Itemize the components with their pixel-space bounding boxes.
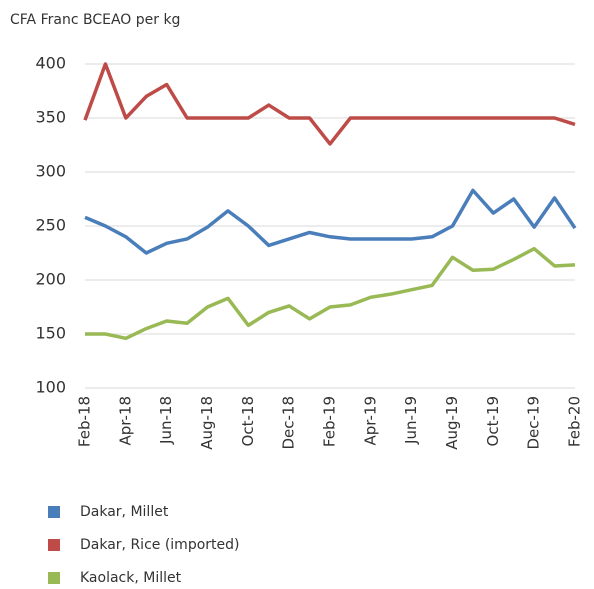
legend-label: Kaolack, Millet [80,570,182,586]
y-tick-label: 150 [35,324,66,343]
y-axis-label: CFA Franc BCEAO per kg [10,12,180,28]
x-tick-label: Aug-19 [443,396,461,450]
x-tick-label: Jun-18 [157,396,175,445]
x-tick-label: Jun-19 [402,396,420,445]
x-tick-label: Feb-18 [76,396,94,447]
legend-swatch [48,506,60,518]
legend-swatch [48,539,60,551]
y-tick-label: 300 [35,162,66,181]
legend-label: Dakar, Millet [80,504,169,520]
x-tick-label: Apr-18 [116,396,134,446]
series-line [85,246,576,341]
legend-swatch [48,572,60,584]
series-line [84,188,577,255]
y-tick-label: 350 [35,108,66,127]
x-tick-label: Oct-18 [239,396,257,446]
series-line [83,62,576,146]
x-tick-label: Aug-18 [198,396,216,450]
y-tick-label: 100 [35,378,66,397]
y-tick-label: 250 [35,216,66,235]
x-tick-label: Oct-19 [484,396,502,446]
x-tick-label: Feb-19 [321,396,339,447]
x-tick-label: Dec-18 [280,396,298,450]
y-tick-label: 200 [35,270,66,289]
legend-label: Dakar, Rice (imported) [80,537,239,553]
x-tick-label: Feb-20 [566,396,584,447]
x-tick-label: Dec-19 [525,396,543,450]
x-tick-label: Apr-19 [361,396,379,446]
y-tick-label: 400 [35,54,66,73]
